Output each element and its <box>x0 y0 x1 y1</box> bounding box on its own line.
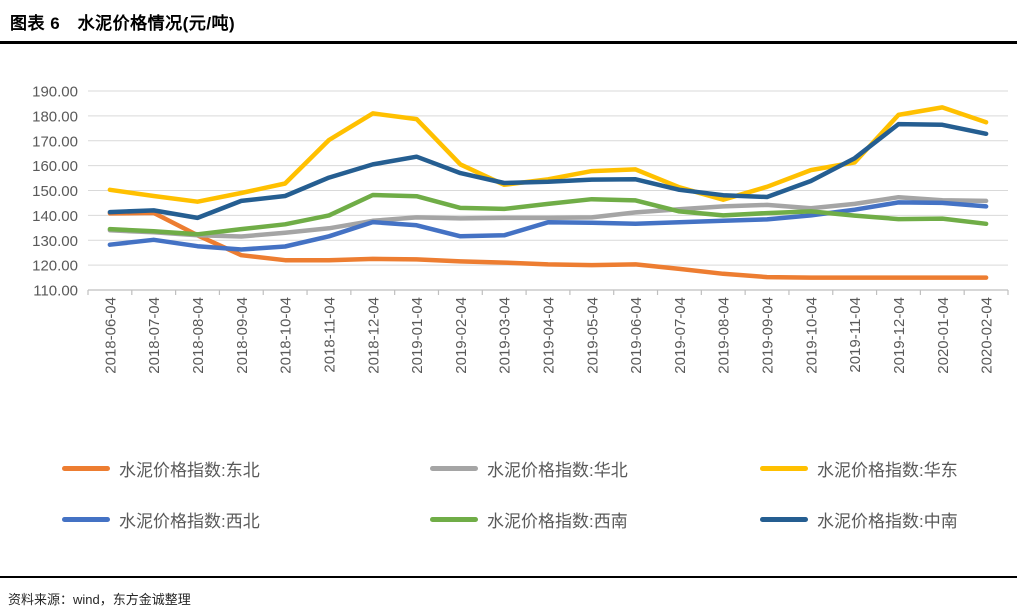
y-axis-label: 140.00 <box>32 208 78 225</box>
x-axis-label: 2018-12-04 <box>365 297 382 374</box>
legend-label: 水泥价格指数:中南 <box>817 512 958 531</box>
x-axis-label: 2019-07-04 <box>672 297 689 374</box>
x-axis-label: 2019-10-04 <box>803 297 820 374</box>
y-axis-label: 190.00 <box>32 84 78 101</box>
x-axis-label: 2019-05-04 <box>584 297 601 374</box>
y-axis-label: 110.00 <box>33 283 78 300</box>
x-axis-label: 2019-01-04 <box>409 297 426 374</box>
figure-header: 图表 6 水泥价格情况(元/吨) <box>0 0 1017 44</box>
x-axis-label: 2020-02-04 <box>979 297 996 374</box>
source-note: 资料来源：wind，东方金诚整理 <box>8 592 191 607</box>
x-axis-label: 2018-06-04 <box>102 297 119 374</box>
y-axis-label: 170.00 <box>32 133 78 150</box>
legend-swatch-south-central <box>760 517 808 522</box>
chart-canvas: 110.00 120.00 130.00 140.00 150.00 160.00 170.… <box>32 84 1009 374</box>
series-line-northeast <box>107 210 989 280</box>
legend-label: 水泥价格指数:华东 <box>817 461 958 480</box>
y-axis-label: 130.00 <box>32 233 78 250</box>
legend-label: 水泥价格指数:东北 <box>119 461 260 480</box>
y-axis-label: 160.00 <box>32 158 78 175</box>
y-axis-label: 180.00 <box>32 108 78 125</box>
legend-label: 水泥价格指数:西北 <box>119 512 260 531</box>
x-axis-label: 2019-12-04 <box>891 297 908 374</box>
legend-swatch-northwest <box>62 517 110 522</box>
x-axis-label: 2018-10-04 <box>278 297 295 374</box>
legend-item-northeast: 水泥价格指数:东北 <box>62 456 430 481</box>
x-axis-label: 2018-11-04 <box>321 297 338 373</box>
x-axis-label: 2020-01-04 <box>935 297 952 374</box>
series-line-north <box>107 194 989 239</box>
legend-swatch-north <box>430 466 478 471</box>
x-axis-label: 2018-07-04 <box>146 297 163 374</box>
x-axis-label: 2019-08-04 <box>716 297 733 374</box>
legend-item-east: 水泥价格指数:华东 <box>760 456 1017 481</box>
cement-price-chart: 110.00 120.00 130.00 140.00 150.00 160.00 170.… <box>0 44 1017 532</box>
legend-swatch-southwest <box>430 517 478 522</box>
series-line-south-central <box>107 121 989 221</box>
figure-title: 图表 6 水泥价格情况(元/吨) <box>10 14 236 33</box>
series-line-southwest <box>107 192 989 237</box>
y-axis-label: 150.00 <box>32 183 78 200</box>
legend-item-southwest: 水泥价格指数:西南 <box>430 507 760 532</box>
x-axis-label: 2019-02-04 <box>453 297 470 374</box>
x-axis-label: 2019-09-04 <box>760 297 777 374</box>
legend-label: 水泥价格指数:华北 <box>487 461 628 480</box>
series-line-east <box>107 105 989 204</box>
x-axis-label: 2019-04-04 <box>541 297 558 374</box>
chart-legend: 水泥价格指数:东北 水泥价格指数:华北 水泥价格指数:华东水泥价格指数:西北 水泥价格… <box>0 456 1017 532</box>
legend-swatch-east <box>760 466 808 471</box>
legend-swatch-northeast <box>62 466 110 471</box>
x-axis-label: 2019-03-04 <box>497 297 514 374</box>
legend-item-north: 水泥价格指数:华北 <box>430 456 760 481</box>
legend-label: 水泥价格指数:西南 <box>487 512 628 531</box>
x-axis-label: 2018-08-04 <box>190 297 207 374</box>
legend-item-northwest: 水泥价格指数:西北 <box>62 507 430 532</box>
series-line-northwest <box>107 200 989 252</box>
y-axis-label: 120.00 <box>32 258 78 275</box>
footer-divider <box>0 576 1017 578</box>
legend-item-south-central: 水泥价格指数:中南 <box>760 507 1017 532</box>
x-axis-label: 2019-06-04 <box>628 297 645 374</box>
x-axis-label: 2019-11-04 <box>847 297 864 373</box>
x-axis-label: 2018-09-04 <box>234 297 251 374</box>
